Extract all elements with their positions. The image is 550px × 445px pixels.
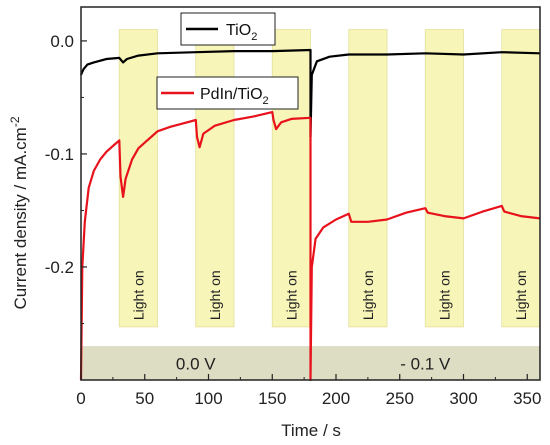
plot-frame bbox=[80, 6, 541, 381]
x-tick-label-0: 0 bbox=[76, 389, 85, 408]
x-tick-label-150: 150 bbox=[258, 389, 286, 408]
light-on-band-6 bbox=[501, 29, 541, 328]
legend-tio2-name: TiO bbox=[226, 22, 251, 39]
y-axis-title: Current density / mA.cm-2 bbox=[8, 116, 30, 309]
series-line-1 bbox=[79, 48, 541, 139]
x-tick-label-250: 250 bbox=[386, 389, 414, 408]
legend-pdin-name: PdIn/TiO bbox=[200, 86, 263, 103]
x-tick-label-350: 350 bbox=[513, 389, 541, 408]
y-tick-label-0: 0.0 bbox=[50, 32, 74, 51]
y-axis-title-text: Current density / mA.cm bbox=[11, 127, 30, 309]
light-on-label-5: Light on bbox=[436, 270, 452, 320]
x-axis-title: Time / s bbox=[281, 421, 341, 440]
axis-ticks: 0 50 100 150 200 250 300 350 0.0 -0.1 -0.2 bbox=[45, 32, 542, 408]
light-on-label-4: Light on bbox=[360, 270, 376, 320]
x-tick-label-300: 300 bbox=[449, 389, 477, 408]
legend-pdin-label: PdIn/TiO2 bbox=[200, 86, 269, 107]
x-tick-label-50: 50 bbox=[135, 389, 154, 408]
light-on-label-6: Light on bbox=[513, 270, 529, 320]
legend-tio2-label: TiO2 bbox=[226, 22, 257, 43]
bias-label-2: - 0.1 V bbox=[400, 355, 451, 374]
bias-label-1: 0.0 V bbox=[176, 355, 216, 374]
series-lines bbox=[79, 48, 541, 382]
legend-tio2: TiO2 bbox=[180, 12, 276, 46]
light-on-label-2: Light on bbox=[207, 270, 223, 320]
y-tick-label-2: -0.2 bbox=[45, 258, 74, 277]
x-tick-label-100: 100 bbox=[194, 389, 222, 408]
y-tick-label-1: -0.1 bbox=[45, 145, 74, 164]
y-axis-title-superscript: -2 bbox=[8, 116, 22, 127]
light-on-label-3: Light on bbox=[283, 270, 299, 320]
legend-pdin-tio2: PdIn/TiO2 bbox=[156, 76, 299, 110]
light-on-labels: Light on Light on Light on Light on Light on… bbox=[130, 270, 529, 320]
x-tick-label-200: 200 bbox=[322, 389, 350, 408]
light-on-band-4 bbox=[348, 29, 388, 328]
legend-pdin-box bbox=[156, 76, 299, 110]
series-line-2 bbox=[79, 111, 541, 382]
light-on-label-1: Light on bbox=[130, 270, 146, 320]
light-on-bands bbox=[118, 29, 541, 328]
bias-labels: 0.0 V - 0.1 V bbox=[176, 355, 451, 374]
legend-tio2-subscript: 2 bbox=[251, 31, 257, 43]
legend-pdin-subscript: 2 bbox=[263, 95, 269, 107]
light-on-band-5 bbox=[424, 29, 464, 328]
